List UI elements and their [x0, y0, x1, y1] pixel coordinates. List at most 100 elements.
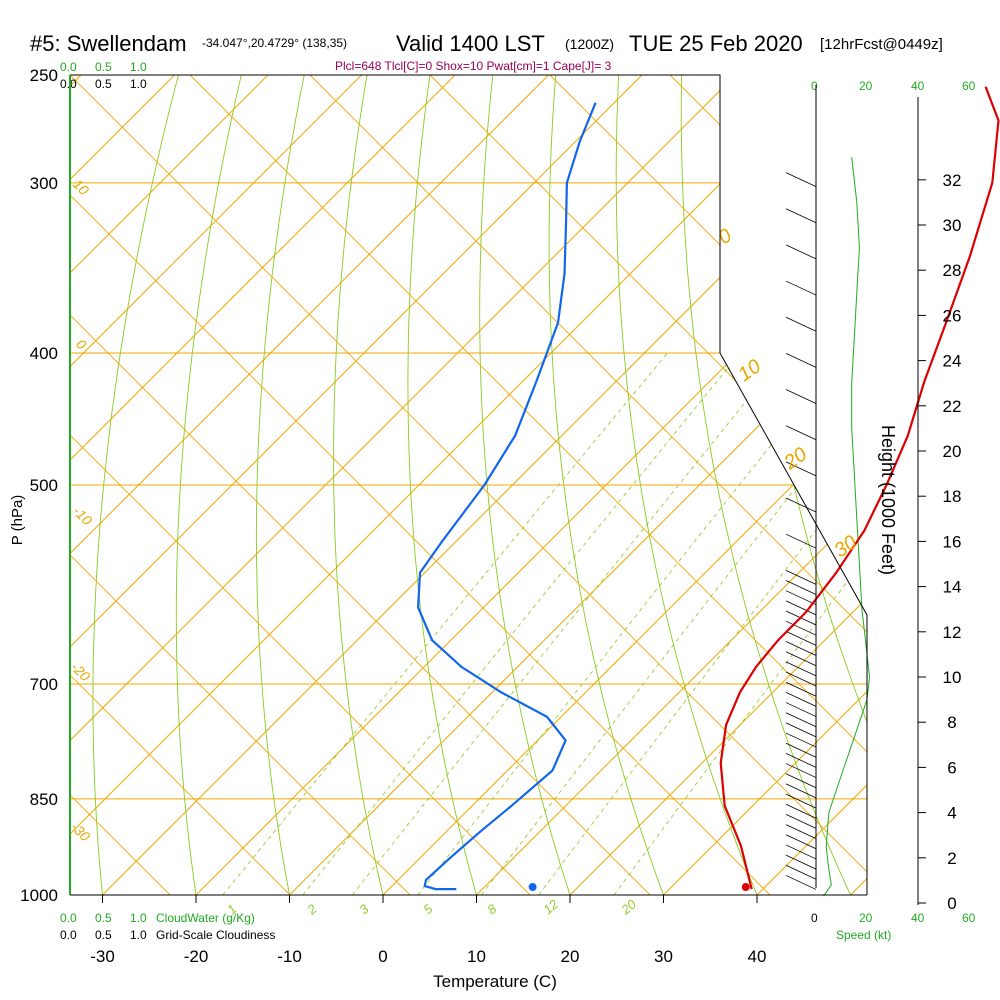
wind-barb	[785, 875, 817, 890]
moist-adiabat-line	[309, 75, 867, 895]
wind-barb	[785, 461, 817, 477]
wind-barb	[785, 425, 817, 441]
height-tick-label: 18	[943, 487, 962, 506]
svg-text:20: 20	[859, 79, 873, 93]
wind-barb	[785, 497, 817, 513]
x-tick-label: 0	[378, 947, 387, 966]
y-axis-label: P (hPa)	[9, 495, 26, 546]
height-tick-label: 32	[943, 171, 962, 190]
svg-text:1.0: 1.0	[130, 928, 147, 942]
dry-adiabat-line	[806, 75, 867, 895]
dry-adiabat-line	[255, 75, 305, 895]
svg-text:0.0: 0.0	[60, 77, 77, 91]
mixing-ratio-label: 5	[420, 901, 436, 918]
wind-barb	[785, 590, 817, 606]
mixing-ratio-line	[417, 352, 845, 895]
pressure-tick-label: 400	[30, 344, 58, 363]
height-tick-label: 26	[943, 306, 962, 325]
wind-barb	[785, 651, 817, 667]
wind-barb	[785, 773, 817, 789]
mixing-ratio-line	[351, 352, 786, 895]
height-tick-label: 10	[943, 668, 962, 687]
wind-barb	[785, 692, 817, 707]
isotherm-line	[476, 75, 867, 895]
wind-barb	[785, 793, 817, 809]
wind-barb	[785, 671, 817, 687]
plot-grid	[70, 75, 1000, 895]
wind-barb	[785, 353, 817, 368]
mixing-ratio-line	[222, 352, 668, 895]
wind-barb	[785, 172, 817, 187]
mixing-ratio-label: 3	[356, 901, 372, 918]
svg-text:0: 0	[811, 79, 818, 93]
isotherm-label: -20	[68, 659, 94, 685]
moist-adiabat-line	[70, 75, 651, 895]
height-tick-label: 2	[947, 849, 956, 868]
dry-adiabat-line	[92, 75, 179, 895]
mixing-ratio-label: 8	[484, 901, 500, 918]
pressure-tick-label: 500	[30, 476, 58, 495]
isotherm-line	[70, 75, 362, 895]
svg-text:0.5: 0.5	[95, 60, 112, 74]
svg-text:0.0: 0.0	[60, 60, 77, 74]
x-tick-label: -30	[90, 947, 115, 966]
wind-barb	[785, 630, 817, 646]
pressure-tick-label: 850	[30, 790, 58, 809]
utc-time: (1200Z)	[565, 36, 614, 52]
svg-text:0.0: 0.0	[60, 911, 77, 925]
x-tick-label: 40	[748, 947, 767, 966]
pressure-tick-label: 300	[30, 174, 58, 193]
dry-adiabat-line	[333, 75, 384, 895]
svg-text:0.0: 0.0	[60, 928, 77, 942]
dry-adiabat-line	[933, 75, 1000, 895]
svg-text:20: 20	[859, 911, 873, 925]
moist-adiabat-line	[70, 75, 531, 895]
height-tick-label: 24	[943, 352, 962, 371]
wind-barb	[785, 834, 817, 850]
height-tick-label: 12	[943, 623, 962, 642]
svg-text:40: 40	[911, 79, 925, 93]
isotherm-line	[663, 75, 867, 895]
wind-barb	[785, 208, 817, 224]
svg-text:1.0: 1.0	[130, 77, 147, 91]
wind-barb	[785, 844, 817, 860]
wind-barb	[785, 763, 817, 778]
temperature-surface-marker	[741, 883, 750, 892]
wind-barb	[785, 854, 817, 870]
mixing-ratio-line	[480, 352, 867, 895]
pressure-tick-label: 700	[30, 675, 58, 694]
mixing-ratio-line	[302, 352, 741, 895]
speed-scale-top: 0 20 40 60	[811, 79, 976, 93]
plot-frame	[70, 74, 868, 895]
isotherm-line	[850, 75, 867, 895]
wind-speed-curve	[823, 157, 871, 897]
wind-barb	[785, 316, 817, 332]
wind-barb	[785, 824, 817, 839]
height-tick-label: 22	[943, 397, 962, 416]
isotherm-label: 20	[779, 443, 811, 474]
x-tick-label: 30	[654, 947, 673, 966]
svg-text:0.5: 0.5	[95, 911, 112, 925]
pressure-tick-label: 1000	[20, 886, 58, 905]
isotherm-label: 0	[714, 225, 736, 249]
station-title: #5: Swellendam	[30, 31, 187, 56]
speed-label: Speed (kt)	[836, 928, 891, 942]
mixing-ratio-label: 12	[540, 896, 561, 917]
speed-scale-bottom: 0 20 40 60 Speed (kt)	[811, 911, 976, 942]
isotherm-line	[70, 75, 456, 895]
dewpoint-surface-marker	[528, 883, 537, 892]
dry-adiabat-line	[479, 75, 571, 895]
wind-barb	[785, 803, 817, 819]
cloudiness-label: Grid-Scale Cloudiness	[156, 928, 275, 942]
height-tick-label: 30	[943, 216, 962, 235]
moist-adiabat-line	[70, 75, 867, 895]
wind-barb	[785, 569, 817, 585]
wind-barb	[785, 783, 817, 799]
station-coords: -34.047°,20.4729° (138,35)	[202, 36, 347, 50]
wind-barb	[785, 600, 817, 616]
sounding-indices: Plcl=648 Tlcl[C]=0 Shox=10 Pwat[cm]=1 Ca…	[335, 59, 612, 73]
wind-barb	[785, 732, 817, 748]
isotherm-line	[195, 75, 867, 895]
wind-barb	[785, 681, 817, 697]
